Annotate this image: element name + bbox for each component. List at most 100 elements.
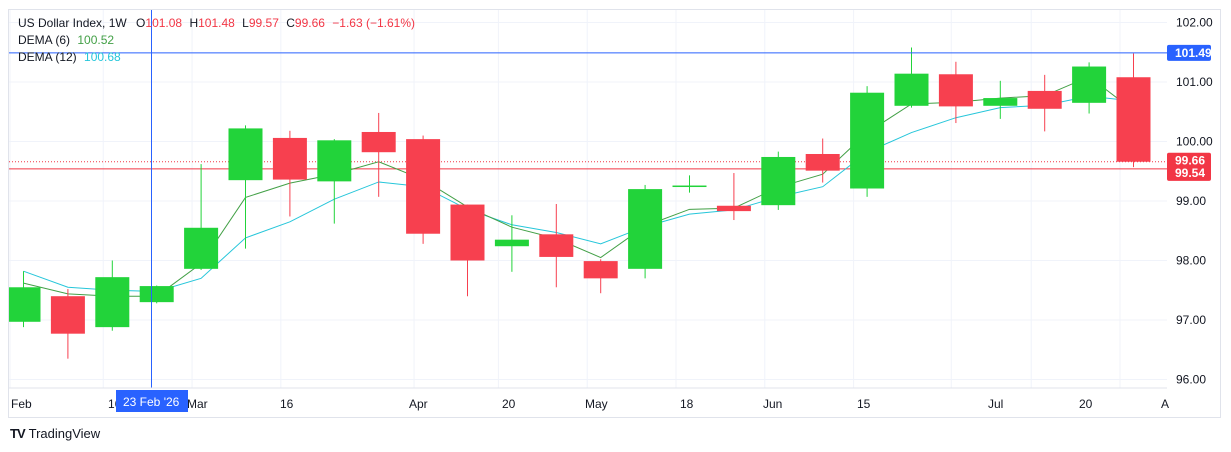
candle: [95, 260, 130, 331]
legend-low-value: 99.57: [248, 16, 279, 30]
price-tag-close-text: 99.66: [1175, 154, 1205, 168]
crosshair-date-tag: 23 Feb '26: [116, 390, 188, 412]
candle: [672, 175, 707, 193]
candle-body: [938, 74, 973, 107]
candle: [317, 139, 352, 224]
legend-close-label: C: [286, 16, 295, 30]
chart-frame: 102.00 101.00 100.00 99.00 98.00 97.00 96.00 10…: [8, 9, 1221, 418]
price-tick-label: 100.00: [1176, 135, 1213, 149]
time-tick-label: Feb: [11, 397, 32, 411]
price-tag-line-bg: [1167, 164, 1211, 181]
time-tick-label: Apr: [409, 397, 428, 411]
legend-close-value: 99.66: [294, 16, 325, 30]
candle-body: [272, 137, 307, 180]
legend-low-label: L: [242, 16, 249, 30]
chart-legend: US Dollar Index, 1W O101.08 H101.48 L99.…: [18, 15, 415, 66]
candle-body: [672, 185, 707, 188]
candle: [406, 135, 441, 244]
candle: [1027, 74, 1062, 132]
candle: [139, 285, 174, 304]
crosshair-price-tag-bg: [1167, 44, 1211, 61]
price-axis: 102.00 101.00 100.00 99.00 98.00 97.00 96.00 10…: [1167, 16, 1213, 387]
candle-body: [228, 128, 263, 181]
candle-body: [583, 261, 618, 279]
legend-symbol[interactable]: US Dollar Index, 1W: [18, 16, 127, 30]
legend-high-value: 101.48: [198, 16, 235, 30]
candle: [583, 259, 618, 294]
price-tag-close: 99.66: [1167, 152, 1211, 169]
candle: [761, 151, 796, 210]
crosshair-date-tag-bg: [116, 390, 188, 412]
dema12-line-group: [23, 95, 1134, 292]
candle-body: [1072, 66, 1107, 103]
time-tick-label: 15: [857, 397, 871, 411]
legend-dema6-label: DEMA (6): [18, 33, 71, 47]
legend-dema6-value: 100.52: [77, 33, 115, 47]
legend-dema12-value: 100.68: [84, 50, 121, 64]
candle-body: [406, 139, 441, 234]
candle: [450, 204, 485, 297]
candle-body: [983, 98, 1018, 106]
tradingview-brand-name: TradingView: [28, 426, 101, 441]
price-tag-line-text: 99.54: [1175, 166, 1205, 180]
tradingview-brand[interactable]: TV TradingView: [10, 426, 100, 441]
candle: [894, 47, 929, 108]
time-tick-label: Mar: [187, 397, 208, 411]
candle-body: [95, 277, 130, 328]
crosshair-price-tag-text: 101.49: [1175, 46, 1212, 60]
candle: [628, 184, 663, 279]
time-tick-label: Jun: [763, 397, 782, 411]
time-tick-label: Jul: [988, 397, 1003, 411]
legend-high-label: H: [189, 16, 199, 30]
price-tag-close-bg: [1167, 152, 1211, 169]
legend-dema12-row[interactable]: DEMA (12) 100.68: [18, 49, 415, 66]
candle-body: [139, 286, 174, 303]
dema12-line: [23, 95, 1134, 292]
candle-body: [628, 189, 663, 269]
time-tick-label: A: [1161, 397, 1169, 411]
time-tick-label: 16: [280, 397, 294, 411]
candle-body: [1116, 77, 1151, 162]
candle: [361, 112, 396, 197]
price-tick-label: 96.00: [1176, 373, 1206, 387]
candle-body: [894, 73, 929, 106]
crosshair: [9, 10, 1167, 388]
candle-body: [716, 205, 751, 212]
time-axis: Feb 16 Mar 16 Apr 20 May 18 Jun 15 Jul 20 A23 Feb '2…: [9, 387, 1169, 412]
candle-body: [317, 140, 352, 182]
candle: [983, 80, 1018, 119]
crosshair-price-tag: 101.49: [1167, 44, 1212, 61]
candles: [9, 47, 1151, 359]
candle-body: [850, 92, 885, 189]
candle-body: [450, 204, 485, 261]
candle: [805, 138, 840, 183]
candle: [228, 125, 263, 249]
legend-ohlc-row: US Dollar Index, 1W O101.08 H101.48 L99.…: [18, 15, 415, 32]
candle-body: [184, 227, 219, 269]
time-tick-label: 18: [680, 397, 694, 411]
time-tick-label: 20: [502, 397, 516, 411]
price-tick-label: 102.00: [1176, 16, 1213, 30]
legend-dema6-row[interactable]: DEMA (6) 100.52: [18, 32, 415, 49]
grid: [9, 10, 1167, 388]
price-tick-label: 98.00: [1176, 254, 1206, 268]
price-chart[interactable]: 102.00 101.00 100.00 99.00 98.00 97.00 96.00 10…: [9, 10, 1222, 419]
legend-dema12-label: DEMA (12): [18, 50, 77, 64]
price-lines: [9, 161, 1167, 170]
price-tick-label: 97.00: [1176, 313, 1206, 327]
candle: [184, 164, 219, 271]
candle-body: [805, 153, 840, 171]
candle: [9, 271, 41, 328]
price-tick-label: 101.00: [1176, 75, 1213, 89]
price-tick-label: 99.00: [1176, 194, 1206, 208]
candle: [50, 289, 85, 359]
candle-body: [539, 234, 574, 257]
crosshair-date-tag-text: 23 Feb '26: [123, 395, 180, 409]
candle: [1116, 53, 1151, 168]
candle: [494, 215, 529, 272]
legend-change: −1.63 (−1.61%): [332, 16, 415, 30]
candle: [938, 61, 973, 124]
candle-body: [50, 296, 85, 334]
candle-body: [9, 287, 41, 322]
legend-open-label: O: [136, 16, 146, 30]
